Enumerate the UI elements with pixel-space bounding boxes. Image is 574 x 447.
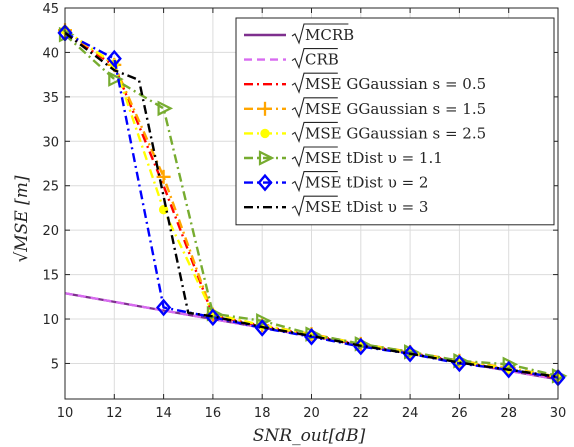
y-tick-label: 30	[42, 135, 59, 150]
sqrt-symbol	[291, 97, 338, 119]
series-line	[64, 33, 559, 378]
y-tick-label: 5	[51, 357, 59, 372]
sqrt-symbol	[291, 48, 338, 70]
legend-marker	[257, 173, 273, 192]
legend-marker	[260, 128, 270, 139]
legend-label: MSE GGaussian s = 2.5	[305, 124, 486, 142]
legend-label-main: MSE	[305, 174, 342, 192]
x-tick-label: 30	[550, 406, 567, 421]
data-point	[157, 100, 174, 117]
legend-label: MCRB	[305, 26, 354, 44]
legend-item: CRB	[244, 48, 339, 70]
sqrt-symbol	[291, 23, 349, 45]
legend-label: MSE tDist υ = 2	[305, 174, 428, 192]
series-group	[57, 23, 568, 387]
legend-label-suffix: tDist υ = 3	[342, 198, 429, 216]
data-point	[254, 319, 270, 337]
legend-label-main: MSE	[305, 198, 342, 216]
legend-item: MSE tDist υ = 1.1	[244, 146, 443, 168]
data-point	[156, 169, 171, 184]
x-tick-label: 26	[451, 406, 468, 421]
legend-item: MSE GGaussian s = 0.5	[244, 72, 486, 94]
x-tick-label: 14	[155, 406, 172, 421]
data-point	[156, 298, 172, 317]
legend-box	[235, 17, 555, 226]
data-point	[303, 327, 320, 346]
legend-label: MSE tDist υ = 3	[305, 198, 428, 216]
sqrt-symbol	[291, 121, 338, 144]
legend-label-main: MSE	[305, 75, 342, 93]
y-tick-label: 35	[42, 91, 59, 106]
legend-item: MSE tDist υ = 3	[244, 195, 428, 217]
y-tick-label: 40	[42, 46, 59, 61]
legend-marker	[258, 150, 275, 166]
legend-item: MSE GGaussian s = 2.5	[244, 121, 486, 144]
y-tick-label: 10	[42, 313, 59, 328]
y-axis-label: √MSE [m]	[12, 175, 32, 262]
x-tick-label: 18	[254, 406, 271, 421]
series-line	[64, 31, 559, 378]
sqrt-symbol	[291, 146, 338, 168]
ticks: 10 12 14 16 18 20 22 24 26 28 30 5 10 15 20 25 30 35 40 45	[42, 2, 566, 421]
legend-label: MSE GGaussian s = 1.5	[305, 100, 486, 118]
x-tick-label: 22	[353, 406, 370, 421]
y-tick-label: 25	[42, 180, 59, 195]
legend-label-main: MSE	[305, 149, 342, 167]
data-point	[502, 356, 519, 373]
legend-label-suffix: tDist υ = 1.1	[342, 149, 443, 167]
legend-label: CRB	[305, 51, 339, 69]
sqrt-symbol	[291, 195, 338, 217]
legend-label-suffix: GGaussian s = 0.5	[342, 75, 487, 93]
legend-label-main: CRB	[305, 51, 339, 69]
data-point	[108, 71, 124, 87]
legend-label-suffix: GGaussian s = 1.5	[342, 100, 487, 118]
y-tick-label: 15	[42, 269, 59, 284]
data-point	[501, 360, 517, 379]
legend-item: MSE GGaussian s = 1.5	[244, 97, 486, 119]
data-point	[402, 344, 418, 363]
legend-marker	[258, 101, 272, 116]
legend-label-main: MSE	[305, 124, 342, 142]
series-8	[64, 31, 559, 378]
x-tick-label: 24	[402, 406, 419, 421]
legend-item: MCRB	[244, 23, 354, 45]
legend-item: MSE tDist υ = 2	[244, 171, 428, 193]
sqrt-symbol	[291, 171, 338, 193]
legend-label-main: MSE	[305, 100, 342, 118]
legend-label: MSE GGaussian s = 0.5	[305, 75, 486, 93]
legend-label-suffix: tDist υ = 2	[342, 174, 429, 192]
x-tick-label: 28	[500, 406, 517, 421]
series-line	[64, 29, 559, 378]
y-tick-label: 20	[42, 224, 59, 239]
legend-label-main: MCRB	[305, 26, 354, 44]
legend-label: MSE tDist υ = 1.1	[305, 149, 443, 167]
x-axis-label: SNR_out[dB]	[253, 426, 366, 446]
y-tick-label: 45	[42, 2, 59, 17]
x-tick-label: 20	[303, 406, 320, 421]
x-tick-label: 16	[205, 406, 222, 421]
x-tick-label: 12	[106, 406, 123, 421]
x-tick-label: 10	[57, 406, 74, 421]
sqrt-symbol	[291, 72, 338, 94]
data-point	[106, 49, 122, 68]
legend-label-suffix: GGaussian s = 2.5	[342, 124, 487, 142]
